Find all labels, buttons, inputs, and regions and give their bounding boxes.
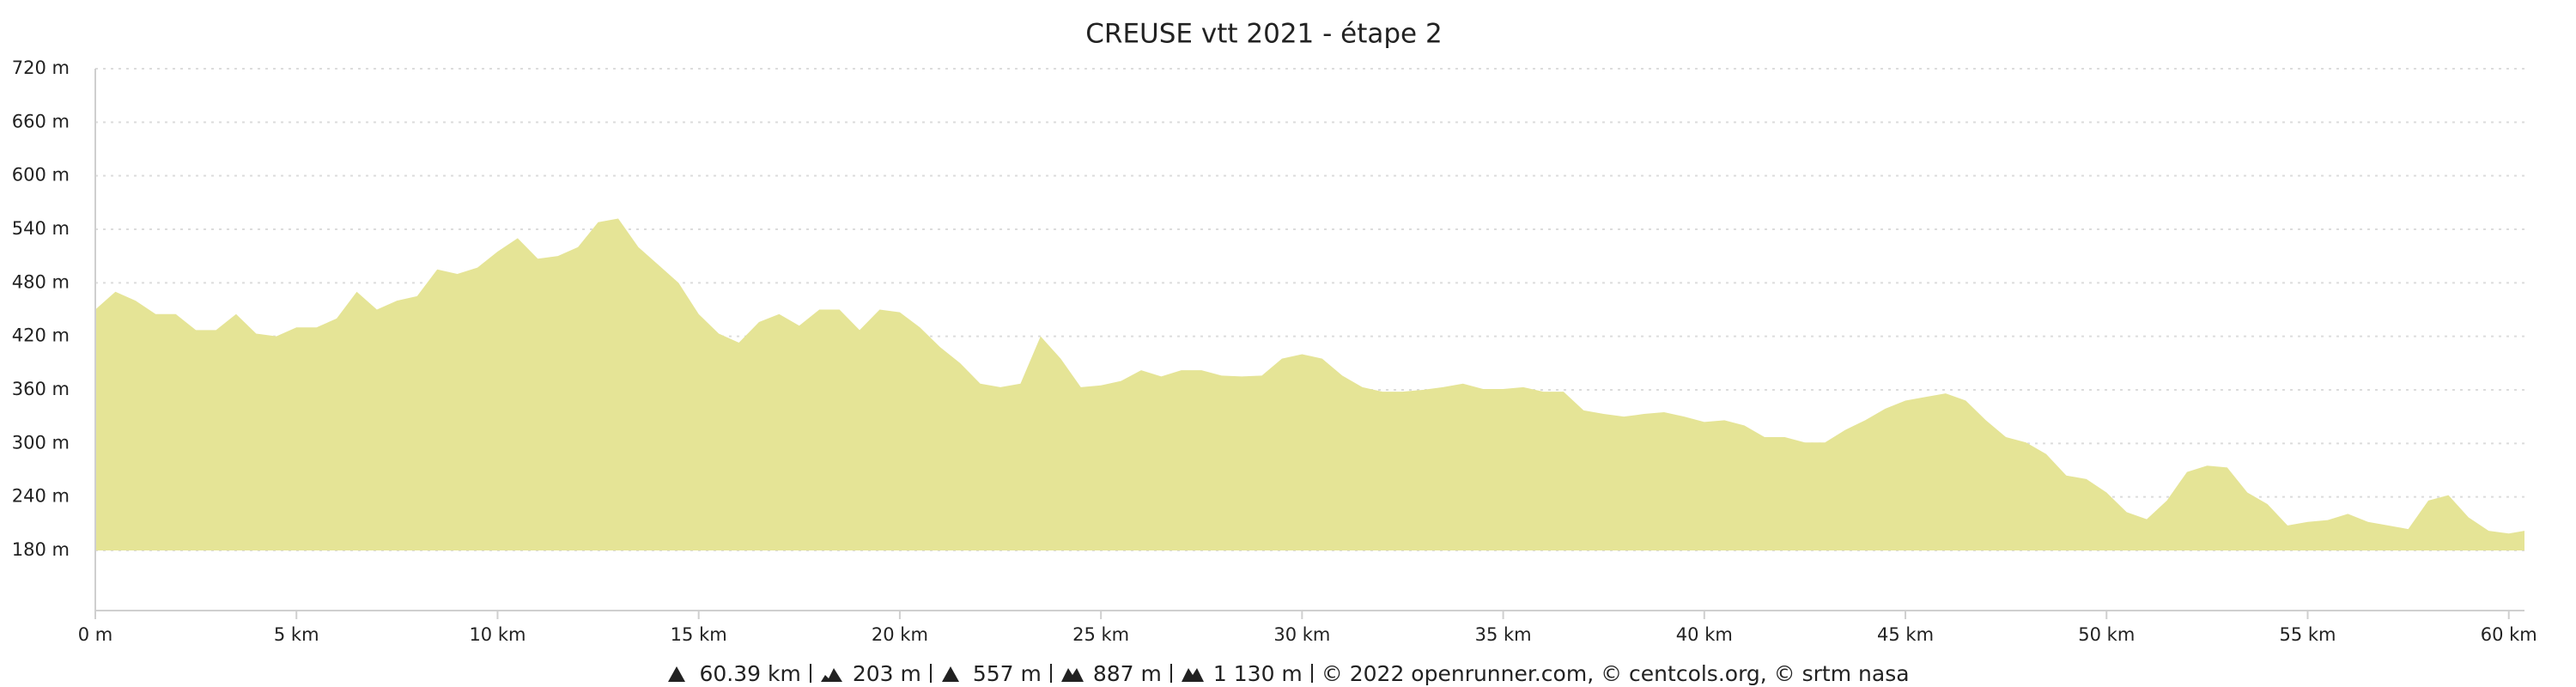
separator — [1049, 664, 1052, 683]
footer: 60.39 km 203 m 557 m 887 m 1 130 m © 2022 ope… — [0, 660, 2576, 687]
chart: CREUSE vtt 2021 - étape 2 180 m 240 m 300 … — [12, 19, 2537, 646]
credits: © 2022 openrunner.com, © centcols.org, ©… — [1321, 660, 1910, 686]
stat-icon — [820, 668, 842, 682]
y-tick-label: 360 m — [12, 379, 70, 399]
stat-text: 557 m — [972, 660, 1042, 686]
stat-text: 887 m — [1092, 660, 1162, 686]
y-tick-label: 300 m — [12, 432, 70, 453]
x-tick-label: 0 m — [78, 624, 113, 645]
stat: 557 m — [940, 661, 1042, 686]
stat: 887 m — [1060, 661, 1162, 686]
icon-shape — [1181, 668, 1204, 682]
x-tick-label: 50 km — [2078, 624, 2135, 645]
x-tick-label: 25 km — [1072, 624, 1129, 645]
x-tick-label: 40 km — [1676, 624, 1733, 645]
stat-icon — [1181, 668, 1204, 682]
x-tick-label: 30 km — [1273, 624, 1330, 645]
stat-text: 203 m — [852, 660, 921, 686]
separator — [929, 664, 932, 683]
x-tick-label: 60 km — [2481, 624, 2537, 645]
icon-shape — [1060, 668, 1084, 682]
separator — [809, 664, 811, 683]
chart-title: CREUSE vtt 2021 - étape 2 — [1085, 19, 1442, 50]
separator — [1170, 664, 1172, 683]
y-tick-label: 540 m — [12, 218, 70, 239]
y-tick-label: 180 m — [12, 539, 70, 560]
separator — [1310, 664, 1313, 683]
elevation-area — [95, 218, 2524, 551]
stat: 1 130 m — [1181, 661, 1303, 686]
y-tick-label: 240 m — [12, 486, 70, 507]
icon-shape — [941, 666, 959, 682]
stat-text: 1 130 m — [1212, 660, 1303, 686]
stat: 203 m — [820, 661, 921, 686]
x-tick-label: 10 km — [469, 624, 526, 645]
icon-shape — [668, 666, 686, 682]
x-tick-label: 15 km — [671, 624, 727, 645]
y-tick-label: 720 m — [12, 58, 70, 78]
x-tick-label: 45 km — [1877, 624, 1934, 645]
stat-icon — [668, 666, 686, 682]
x-tick-label: 35 km — [1475, 624, 1532, 645]
stat-icon — [1060, 668, 1084, 682]
x-tick-label: 20 km — [872, 624, 928, 645]
y-tick-label: 600 m — [12, 165, 70, 185]
y-tick-label: 660 m — [12, 111, 70, 131]
icon-shape — [820, 668, 842, 682]
stat: 60.39 km — [666, 660, 801, 686]
x-tick-label: 55 km — [2279, 624, 2336, 645]
x-tick-label: 5 km — [274, 624, 319, 645]
y-tick-label: 420 m — [12, 325, 70, 346]
y-tick-label: 480 m — [12, 271, 70, 292]
stat-icon — [941, 666, 959, 682]
stat-text: 60.39 km — [699, 660, 801, 686]
